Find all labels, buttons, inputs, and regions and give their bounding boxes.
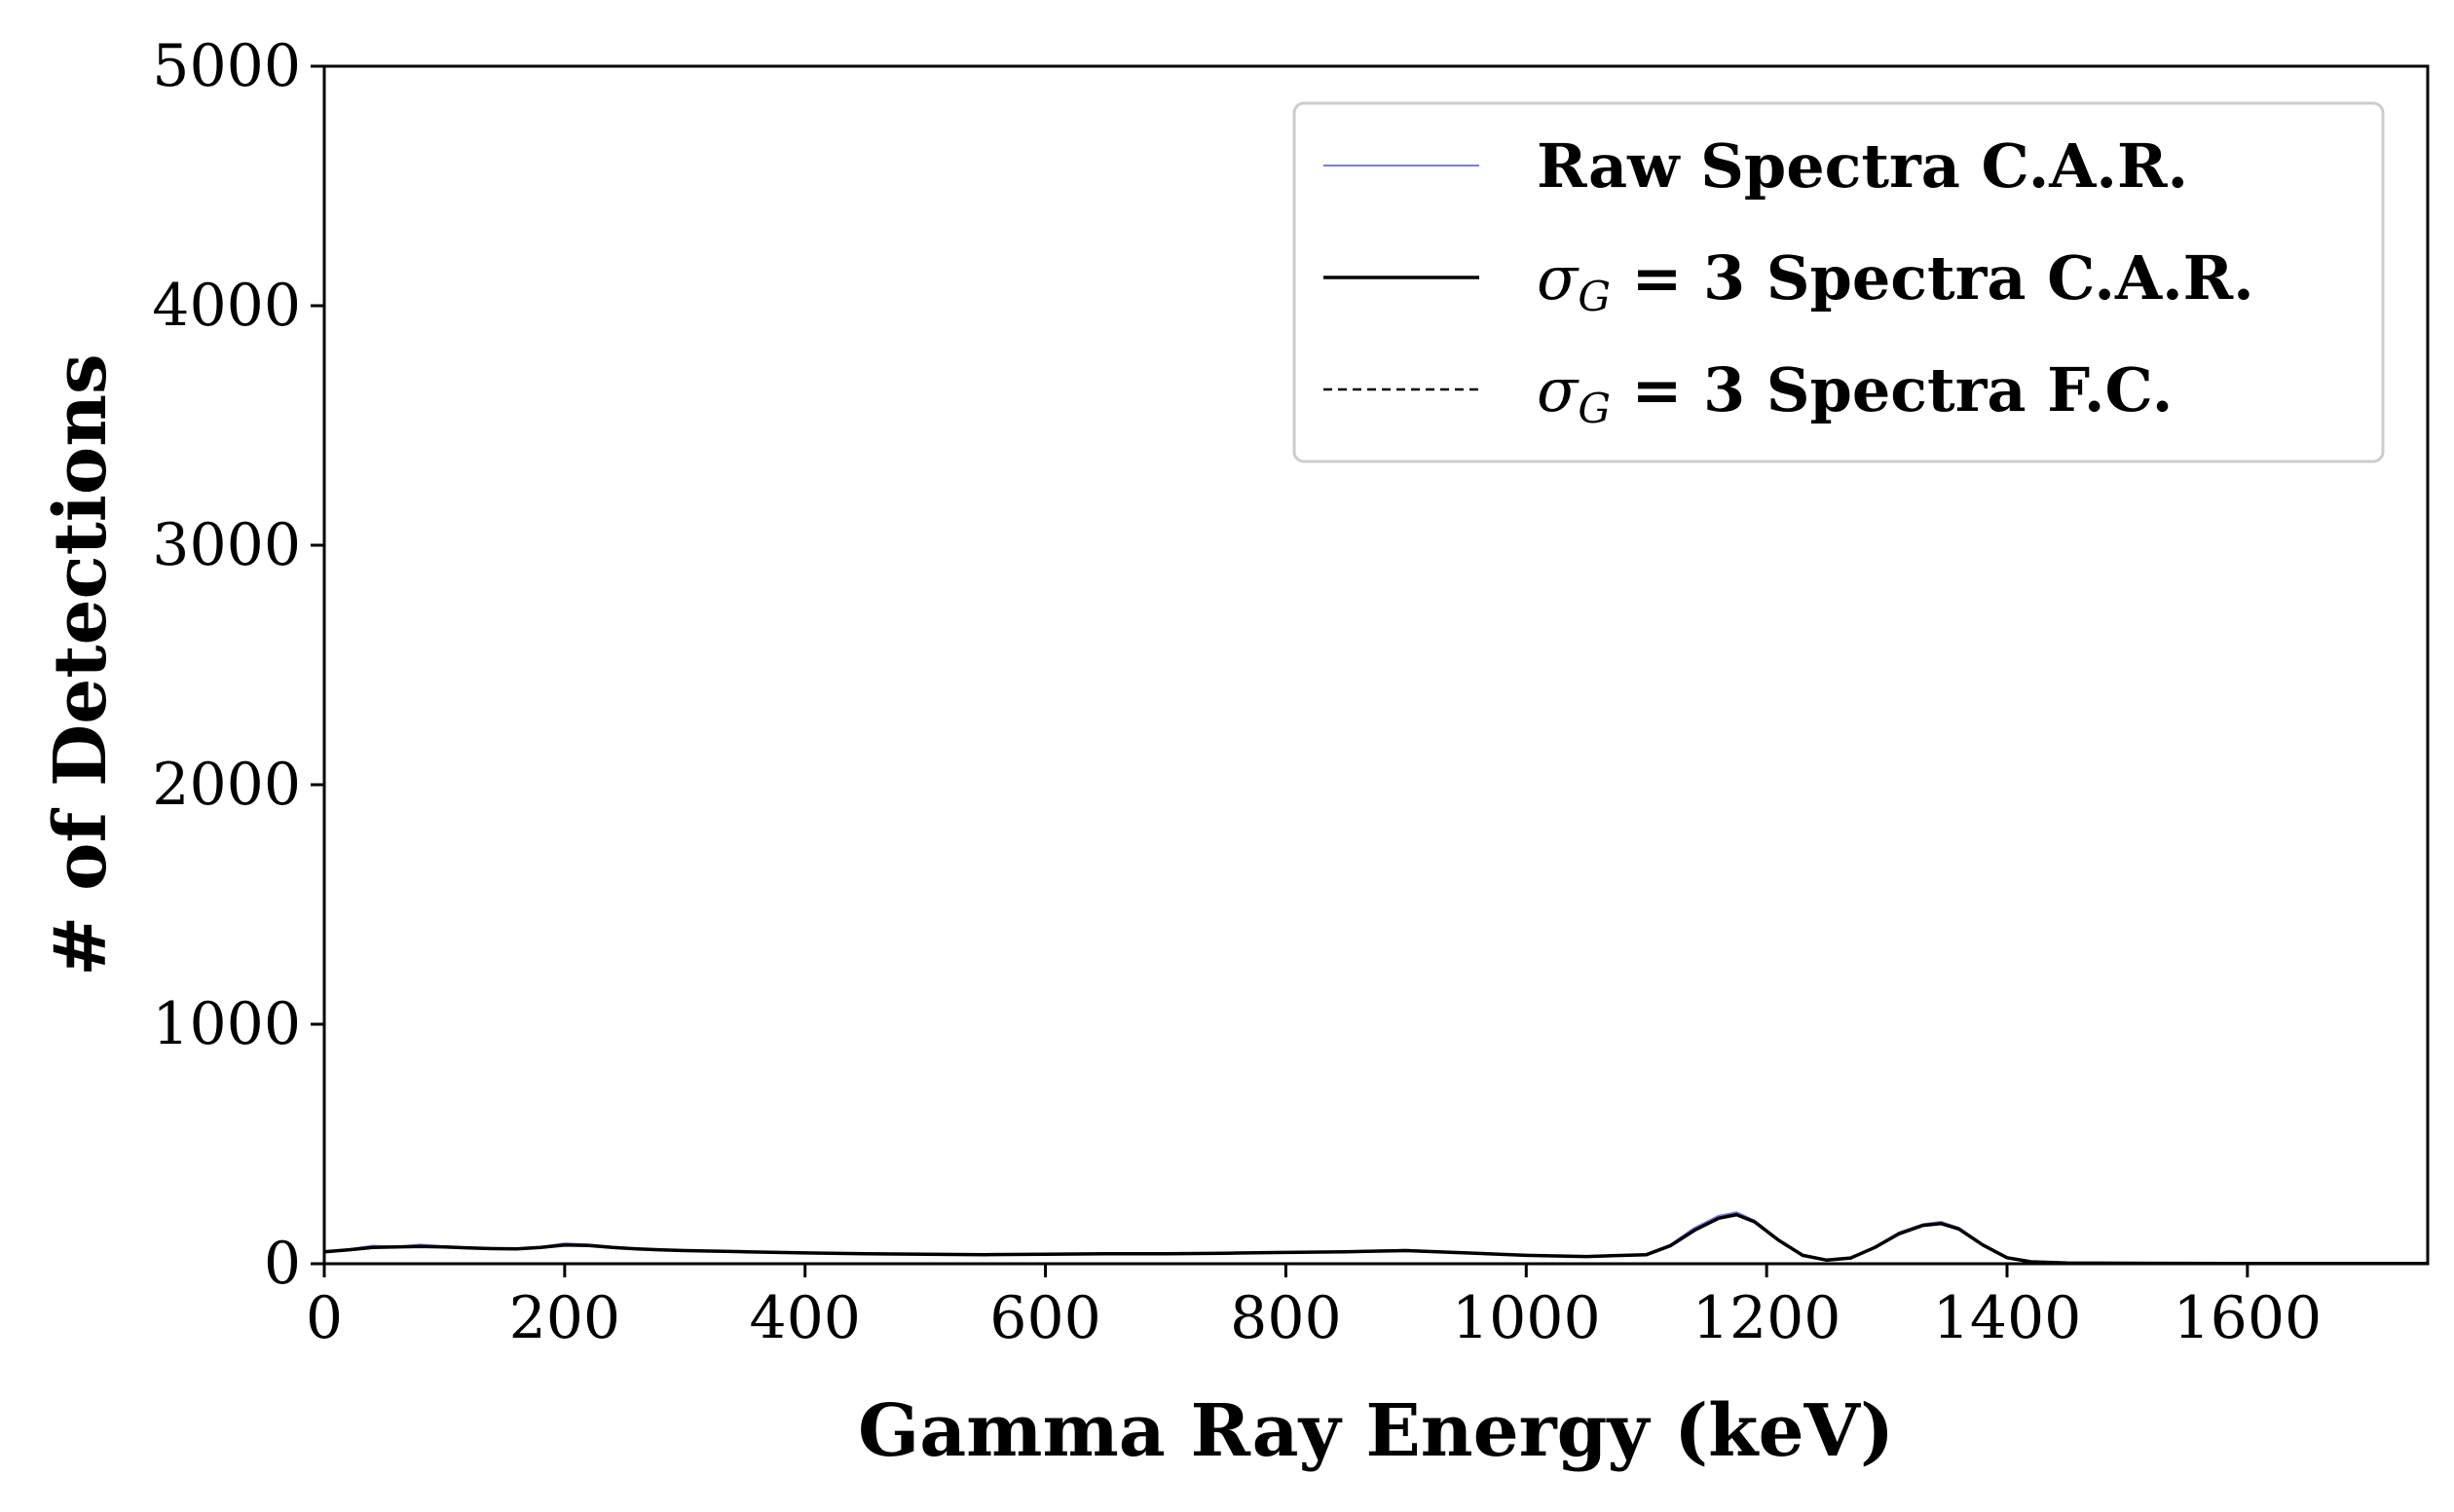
legend-text: = 3 Spectra C.A.R. — [1611, 242, 2254, 313]
legend: Raw Spectra C.A.R.σG = 3 Spectra C.A.R.σ… — [1292, 101, 2385, 463]
y-axis: 0 1000 2000 3000 4000 5000 — [152, 32, 324, 1298]
legend-text: Raw Spectra C.A.R. — [1537, 130, 2188, 202]
legend-label-2: σG = 3 Spectra F.C. — [1537, 354, 2173, 432]
legend-label-0: Raw Spectra C.A.R. — [1537, 130, 2188, 202]
x-tick-label: 1200 — [1692, 1284, 1841, 1352]
x-tick-label: 600 — [989, 1284, 1101, 1352]
y-tick-label: 2000 — [152, 751, 301, 819]
series-line-1 — [323, 1212, 2428, 1266]
series-line-0 — [323, 1211, 2428, 1265]
y-tick-label: 3000 — [152, 511, 301, 579]
legend-label-1: σG = 3 Spectra C.A.R. — [1537, 242, 2254, 320]
plot-lines — [323, 1211, 2428, 1266]
x-tick-label: 1000 — [1452, 1284, 1601, 1352]
plot-frame — [322, 64, 2430, 1266]
x-axis-label: Gamma Ray Energy (keV) — [858, 1389, 1894, 1473]
x-tick-label: 1600 — [2174, 1284, 2323, 1352]
x-tick-label: 800 — [1230, 1284, 1342, 1352]
x-axis: 0 200 400 600 800 1000 1200 1400 1600 — [306, 1264, 2322, 1352]
legend-symbol: σ — [1537, 354, 1580, 425]
y-tick-label: 1000 — [152, 990, 301, 1058]
legend-text: = 3 Spectra F.C. — [1611, 354, 2173, 425]
y-tick-label: 5000 — [152, 32, 301, 100]
y-axis-label: # of Detections — [39, 353, 123, 976]
x-tick-label: 400 — [749, 1284, 861, 1352]
y-tick-label: 4000 — [152, 272, 301, 340]
legend-box — [1292, 101, 2385, 463]
x-tick-label: 1400 — [1933, 1284, 2082, 1352]
x-tick-label: 0 — [306, 1284, 343, 1352]
x-tick-label: 200 — [509, 1284, 621, 1352]
y-tick-label: 0 — [264, 1230, 301, 1298]
series-line-2 — [323, 1213, 2428, 1266]
legend-subscript: G — [1578, 385, 1611, 432]
legend-symbol: σ — [1537, 242, 1580, 313]
legend-subscript: G — [1578, 273, 1611, 320]
